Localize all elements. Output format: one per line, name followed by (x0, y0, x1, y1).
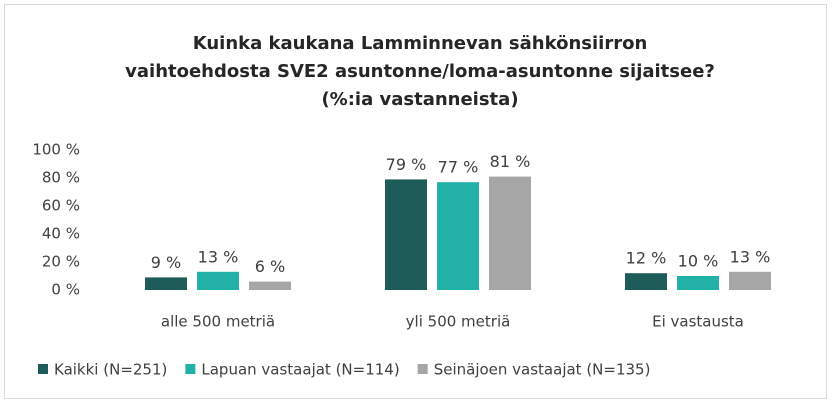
value-label: 79 % (386, 155, 427, 174)
value-label: 77 % (438, 158, 479, 177)
y-tick-label: 40 % (42, 225, 80, 243)
bar (489, 176, 531, 290)
bar (385, 179, 427, 290)
bar (145, 277, 187, 290)
legend-swatch (38, 364, 48, 374)
value-label: 6 % (255, 257, 285, 276)
legend-label: Kaikki (N=251) (54, 361, 167, 379)
chart-frame (4, 4, 827, 399)
y-tick-label: 80 % (42, 169, 80, 187)
legend-label: Seinäjoen vastaajat (N=135) (434, 361, 651, 379)
y-tick-label: 60 % (42, 197, 80, 215)
y-tick-label: 20 % (42, 253, 80, 271)
bar (197, 271, 239, 290)
legend-swatch (185, 364, 196, 374)
x-tick-label: alle 500 metriä (161, 313, 275, 331)
value-label: 13 % (730, 247, 771, 266)
y-tick-label: 100 % (32, 141, 80, 159)
bar (677, 276, 719, 290)
bar (437, 182, 479, 290)
chart-title: Kuinka kaukana Lamminnevan sähkönsiirron… (125, 33, 715, 110)
value-label: 13 % (198, 247, 239, 266)
x-tick-label: yli 500 metriä (406, 313, 511, 331)
x-tick-label: Ei vastausta (652, 313, 744, 331)
value-label: 9 % (151, 253, 181, 272)
legend-label: Lapuan vastaajat (N=114) (201, 361, 399, 379)
value-label: 10 % (678, 252, 719, 271)
y-tick-label: 0 % (51, 281, 80, 299)
value-label: 12 % (626, 249, 667, 268)
bar (249, 281, 291, 290)
bar (625, 273, 667, 290)
value-label: 81 % (490, 152, 531, 171)
legend-swatch (417, 364, 428, 374)
bar (729, 271, 771, 290)
